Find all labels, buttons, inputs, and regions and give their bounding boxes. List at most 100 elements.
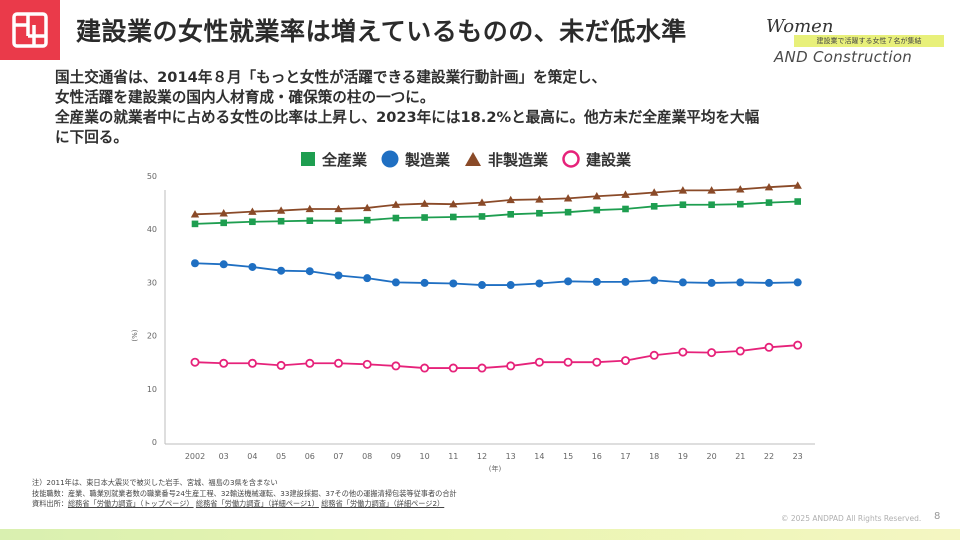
y-tick-label: 10 [147, 385, 157, 394]
legend-label: 全産業 [322, 150, 368, 169]
footnote-line: 技能職数：産業、職業別就業者数の職業番号24生産工程、32輸送機械運転、33建設… [32, 488, 457, 498]
data-point [506, 195, 515, 204]
data-point [621, 190, 630, 198]
y-tick-label: 40 [147, 225, 157, 234]
data-point [593, 206, 601, 214]
data-point [764, 182, 774, 191]
legend-item-all-industries: 全産業 [300, 149, 367, 170]
data-point [449, 199, 458, 208]
x-axis-label: (年) [489, 464, 502, 473]
x-tick-label: 04 [247, 452, 257, 461]
data-point [622, 205, 629, 213]
data-point [793, 181, 802, 189]
data-point [306, 217, 314, 224]
x-tick-label: 17 [620, 452, 630, 461]
legend-item-manufacturing: 製造業 [381, 149, 450, 170]
data-point [735, 346, 745, 356]
legend-item-construction: 建設業 [562, 149, 631, 170]
logo-mark-icon [12, 12, 48, 48]
x-tick-label: 23 [793, 452, 803, 461]
data-point [621, 356, 631, 366]
data-point [678, 278, 687, 287]
data-point [420, 363, 430, 373]
y-axis-label: (%) [131, 329, 139, 341]
source-link-detail2[interactable]: 総務省「労働力調査」（詳細ページ2） [321, 499, 445, 508]
data-point [421, 214, 428, 221]
lead-line: 国土交通省は、2014年８月「もっと女性が活躍できる建設業行動計画」を策定し、 [55, 69, 607, 86]
data-point [392, 214, 400, 222]
brown-triangle-icon [465, 152, 482, 166]
y-tick-label: 50 [147, 172, 157, 181]
data-point [190, 357, 200, 367]
page-title: 建設業の女性就業率は増えているものの、未だ低水準 [76, 17, 687, 46]
data-point [305, 358, 315, 368]
series-line [194, 184, 798, 216]
data-point [362, 359, 372, 369]
series-line [194, 344, 798, 369]
blue-circle-icon [381, 150, 399, 168]
x-tick-label: 05 [276, 452, 286, 461]
data-point [219, 358, 229, 368]
x-tick-label: 16 [592, 452, 602, 461]
data-point [478, 281, 486, 290]
lead-line: 全産業の就業者中に占める女性の比率は上昇し、2023年には18.2%と最高に。他… [55, 109, 760, 126]
x-tick-label: 06 [305, 452, 315, 461]
data-point [793, 278, 802, 287]
data-point [506, 361, 516, 371]
data-point [247, 358, 257, 368]
footnotes: 注）2011年は、東日本大震災で被災した岩手、宮城、福島の3県を含まない 技能職… [32, 478, 457, 510]
data-point [707, 278, 716, 287]
y-tick-label: 0 [152, 438, 157, 447]
data-point [707, 186, 716, 194]
data-point [650, 276, 659, 285]
x-tick-label: 21 [735, 452, 745, 461]
source-prefix: 資料出所： [32, 499, 68, 508]
source-link-top[interactable]: 総務省「労働力調査」（トップページ） [67, 499, 194, 508]
data-point [563, 194, 573, 202]
y-tick-label: 30 [147, 278, 157, 287]
legend-label: 製造業 [405, 150, 451, 169]
data-point [737, 200, 744, 208]
x-tick-label: 22 [764, 452, 774, 461]
data-point [707, 348, 717, 358]
data-point [765, 278, 773, 287]
data-point [220, 219, 227, 227]
data-point [277, 266, 286, 275]
data-point [708, 201, 715, 209]
legend-item-non-manufacturing: 非製造業 [464, 149, 548, 170]
lead-text: 国土交通省は、2014年８月「もっと女性が活躍できる建設業行動計画」を策定し、 … [55, 68, 915, 148]
data-point [190, 210, 200, 218]
data-point [793, 340, 803, 350]
data-point [420, 199, 429, 207]
data-point [678, 347, 688, 357]
data-point [363, 203, 372, 212]
series-line [194, 200, 798, 225]
brand-tagline: 建設業で活躍する女性７名が集結 [794, 35, 944, 47]
data-point [448, 363, 458, 373]
data-point [564, 277, 573, 286]
page-number: 8 [934, 511, 941, 522]
data-point [507, 211, 514, 218]
data-point [736, 278, 745, 287]
data-point [391, 278, 400, 287]
data-point [736, 185, 745, 193]
data-point [277, 217, 285, 225]
data-point [450, 213, 457, 221]
data-point [276, 206, 286, 214]
x-tick-label: 20 [707, 452, 717, 461]
source-link-detail1[interactable]: 総務省「労働力調査」（詳細ページ1） [195, 499, 319, 508]
data-point [334, 204, 343, 213]
x-tick-label: 15 [563, 452, 573, 461]
data-point [477, 198, 487, 206]
data-point [794, 198, 801, 205]
data-point [679, 201, 687, 209]
data-point [764, 342, 774, 352]
data-point [678, 186, 688, 194]
data-point [363, 216, 371, 224]
data-point [305, 267, 314, 276]
data-point [592, 357, 602, 367]
data-point [506, 281, 515, 290]
brand-name: AND Construction [774, 48, 913, 66]
pink-ring-icon [562, 150, 580, 168]
